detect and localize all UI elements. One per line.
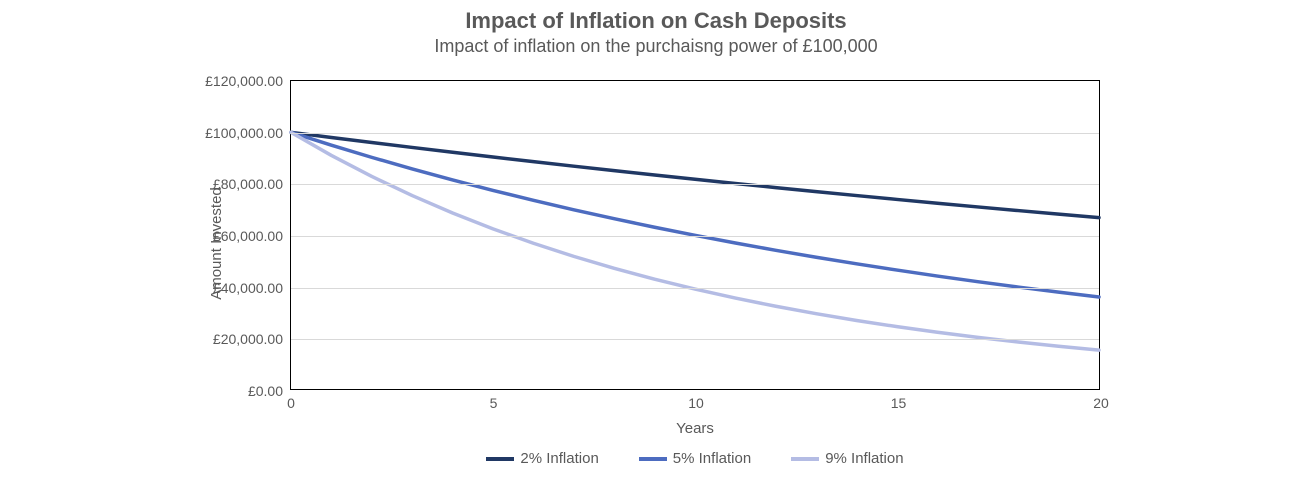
series-line (291, 132, 1099, 350)
x-tick-label: 5 (490, 389, 498, 411)
plot-area: £0.00£20,000.00£40,000.00£60,000.00£80,0… (290, 80, 1100, 390)
inflation-chart: Impact of Inflation on Cash Deposits Imp… (0, 0, 1312, 500)
gridline (291, 339, 1099, 340)
legend-item: 9% Inflation (791, 450, 903, 467)
x-tick-label: 20 (1093, 389, 1109, 411)
legend-label: 5% Inflation (673, 450, 751, 467)
chart-title: Impact of Inflation on Cash Deposits (0, 8, 1312, 34)
x-tick-label: 0 (287, 389, 295, 411)
legend-item: 5% Inflation (639, 450, 751, 467)
x-axis-title: Years (290, 420, 1100, 437)
x-tick-label: 15 (891, 389, 907, 411)
legend-item: 2% Inflation (486, 450, 598, 467)
legend-label: 2% Inflation (520, 450, 598, 467)
y-axis-title: Amount Invested (208, 187, 225, 300)
legend-swatch (639, 457, 667, 461)
gridline (291, 236, 1099, 237)
y-tick-label: £0.00 (248, 383, 291, 399)
gridline (291, 288, 1099, 289)
x-tick-label: 10 (688, 389, 704, 411)
gridline (291, 133, 1099, 134)
legend-label: 9% Inflation (825, 450, 903, 467)
y-tick-label: £100,000.00 (205, 125, 291, 141)
series-line (291, 132, 1099, 217)
legend-swatch (486, 457, 514, 461)
series-line (291, 132, 1099, 297)
y-tick-label: £120,000.00 (205, 73, 291, 89)
y-tick-label: £20,000.00 (213, 331, 291, 347)
legend-swatch (791, 457, 819, 461)
chart-legend: 2% Inflation 5% Inflation 9% Inflation (290, 450, 1100, 467)
chart-subtitle: Impact of inflation on the purchaisng po… (0, 36, 1312, 57)
gridline (291, 184, 1099, 185)
chart-lines-svg (291, 81, 1099, 389)
